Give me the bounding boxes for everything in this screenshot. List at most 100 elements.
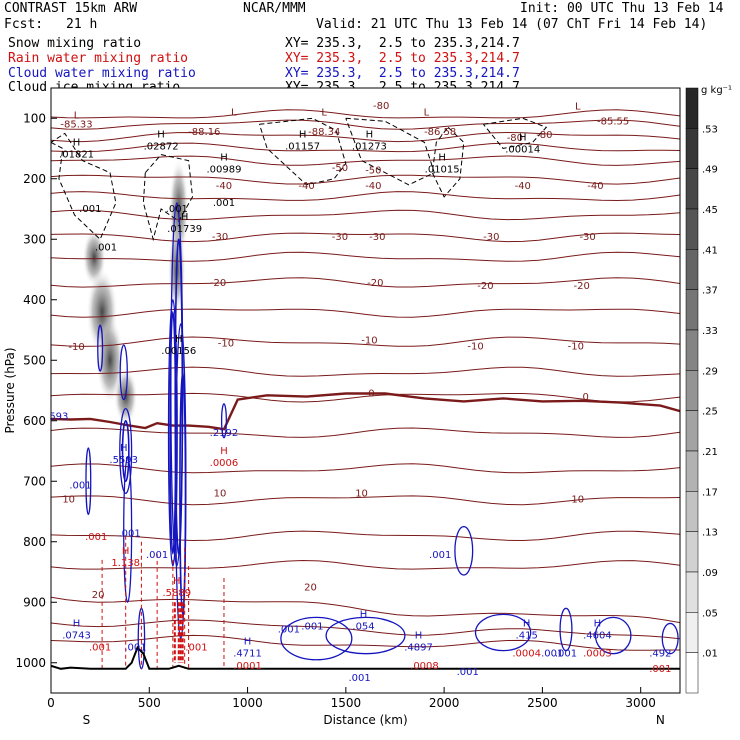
isotherm-line	[51, 427, 680, 438]
isotherm-line	[51, 530, 680, 542]
extremum-value: .001	[89, 643, 111, 654]
isotherm-label: 20	[92, 590, 105, 601]
extremum-value: .001	[79, 204, 101, 215]
isotherm-line	[51, 495, 680, 506]
legend-cloud-water-xy: XY= 235.3, 2.5 to 235.3,214.7	[285, 66, 520, 81]
extremum-value: .001	[541, 649, 563, 660]
temperature-isotherms	[51, 109, 680, 651]
extremum-marker: H	[360, 609, 368, 620]
cloud-water-contours	[85, 202, 679, 670]
cloud-water-contour	[559, 607, 573, 652]
y-tick-label: 200	[23, 172, 46, 186]
colorbar-swatch	[685, 450, 699, 492]
x-tick-label: 0	[47, 696, 55, 710]
extremum-value: .001	[146, 550, 168, 561]
extremum-marker: H	[220, 153, 228, 164]
isotherm-label: -85.55	[597, 116, 629, 127]
legend-cloud-water: Cloud water mixing ratio	[8, 66, 196, 81]
colorbar-swatch	[685, 208, 699, 250]
isotherm-label: 10	[355, 488, 368, 499]
valid-time: Valid: 21 UTC Thu 13 Feb 14 (07 ChT Fri …	[316, 17, 708, 32]
cloud-water-contour	[167, 299, 178, 567]
isotherm-label: 10	[571, 494, 584, 505]
snow-contour	[258, 117, 347, 186]
extremum-value: .001	[166, 204, 188, 215]
colorbar-tick-label: .29	[702, 366, 718, 377]
y-tick-label: 400	[23, 293, 46, 307]
extremum-value: .001	[95, 243, 117, 254]
snow-contours	[51, 117, 548, 242]
colorbar-tick-label: .13	[702, 528, 718, 539]
colorbar-unit: g kg⁻¹	[701, 85, 732, 96]
isotherm-label: -88.16	[188, 127, 220, 138]
extremum-value: .02872	[144, 142, 179, 153]
extremum-marker: H	[594, 619, 602, 630]
colorbar-swatch	[685, 249, 699, 290]
extremum-value: .0008	[410, 661, 439, 672]
extremum-marker: H	[181, 212, 189, 223]
colorbar-swatch	[685, 531, 699, 573]
extremum-marker: H	[175, 334, 183, 345]
forecast-hour: 21 h	[66, 17, 98, 32]
extremum-value: .01273	[352, 142, 387, 153]
isotherm-line	[51, 174, 680, 185]
snow-contour	[483, 117, 548, 150]
isotherm-line	[51, 392, 680, 403]
extremum-marker: L	[231, 107, 237, 118]
isotherm-line	[51, 109, 680, 119]
extremum-value: .00989	[206, 165, 241, 176]
isotherm-label: -80	[373, 101, 389, 112]
colorbar-swatch	[685, 87, 699, 129]
isotherm-line	[51, 277, 680, 288]
cloud-water-contour	[220, 403, 227, 439]
extremum-value: .001	[118, 528, 140, 539]
colorbar-tick-label: .53	[702, 124, 718, 135]
colorbar-swatch	[685, 410, 699, 452]
north-label: N	[656, 713, 665, 727]
extremum-marker: H	[519, 133, 527, 144]
colorbar-swatch	[685, 370, 699, 411]
x-tick-label: 1500	[331, 696, 362, 710]
isotherm-line	[51, 366, 680, 377]
legend-snow: Snow mixing ratio	[8, 36, 142, 51]
extremum-marker: H	[173, 576, 181, 587]
snow-contour	[431, 126, 465, 198]
snow-contour	[51, 132, 117, 241]
colorbar-tick-label: .05	[702, 608, 718, 619]
extremum-marker: L	[424, 107, 430, 118]
isotherm-label: -50	[365, 165, 381, 176]
extremum-marker: L	[321, 107, 327, 118]
cloud-water-contour	[280, 616, 353, 661]
extremum-value: .01015	[425, 165, 460, 176]
extremum-marker: H	[122, 546, 130, 557]
x-tick-label: 1000	[232, 696, 263, 710]
extremum-value: .01157	[285, 142, 320, 153]
isotherm-label: 0	[582, 392, 588, 403]
extremum-value: .01739	[167, 224, 202, 235]
extremum-value: .001	[301, 621, 323, 632]
isotherm-line	[51, 308, 680, 318]
x-tick-label: 2000	[429, 696, 460, 710]
isotherm-line	[51, 191, 680, 202]
init-time: Init: 00 UTC Thu 13 Feb 14	[520, 1, 724, 16]
isotherm-line	[51, 155, 680, 166]
isotherm-line	[51, 142, 680, 153]
extremum-value: .001	[185, 643, 207, 654]
colorbar-swatch	[685, 128, 699, 169]
extremum-value: .01821	[59, 150, 94, 161]
freezing-level-line	[51, 392, 680, 431]
extremum-value: .4897	[404, 643, 433, 654]
extremum-value: .001	[649, 664, 671, 675]
colorbar-tick-label: .41	[702, 245, 718, 256]
isotherm-label: -30	[212, 232, 228, 243]
isotherm-label: -40	[515, 181, 531, 192]
extremum-value: .5593	[109, 455, 138, 466]
isotherm-line	[51, 619, 680, 640]
colorbar-tick-label: .37	[702, 286, 718, 297]
extremum-marker: L	[575, 101, 581, 112]
isotherm-label: -10	[361, 335, 377, 346]
isotherm-label: -20	[574, 281, 590, 292]
extremum-marker: H	[73, 619, 81, 630]
y-tick-label: 500	[23, 353, 46, 367]
extremum-marker: L	[74, 110, 80, 121]
